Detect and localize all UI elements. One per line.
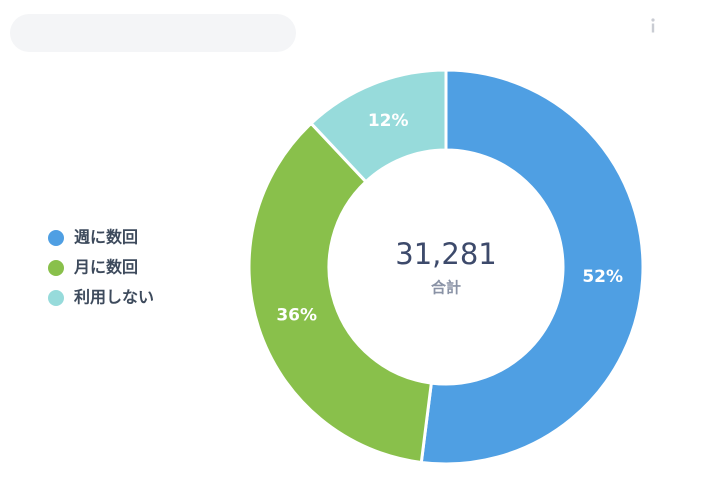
info-dot: [651, 18, 655, 22]
info-stem: [651, 23, 655, 33]
slice: [247, 121, 434, 465]
legend-swatch: [48, 230, 64, 246]
legend-swatch: [48, 260, 64, 276]
slice: [419, 68, 645, 466]
legend-swatch: [48, 290, 64, 306]
info-icon[interactable]: [651, 18, 655, 33]
legend-label: 利用しない: [74, 288, 154, 307]
center-value: 31,281: [395, 237, 496, 271]
donut: [247, 68, 645, 466]
value-label: 12%: [368, 111, 409, 131]
title-placeholder: [10, 14, 296, 52]
legend-label: 週に数回: [74, 228, 138, 247]
center-label: 合計: [430, 279, 461, 297]
value-label: 36%: [276, 306, 317, 326]
legend-label: 月に数回: [73, 258, 138, 277]
slice: [309, 68, 448, 184]
value-label: 52%: [582, 267, 623, 287]
